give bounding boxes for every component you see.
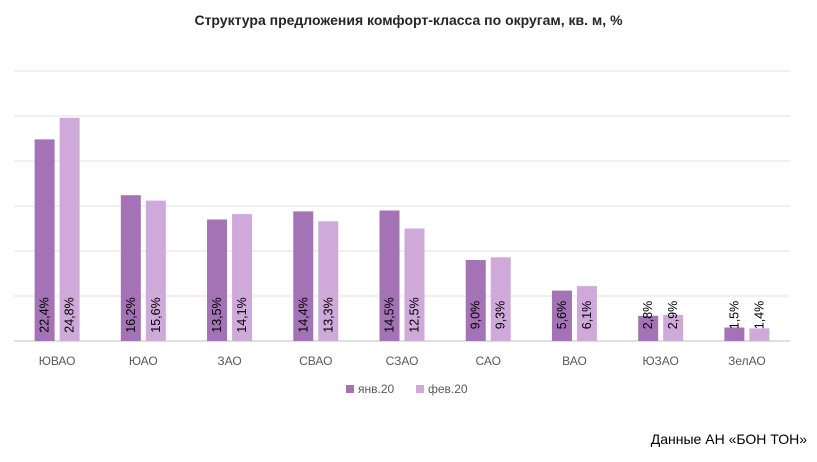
data-label: 9,3% xyxy=(494,301,508,330)
data-label: 24,8% xyxy=(63,297,77,332)
bar-САО-фев.20 xyxy=(490,257,511,341)
data-label: 5,6% xyxy=(555,301,569,330)
x-tick-label: СЗАО xyxy=(386,354,419,368)
bar-ЗАО-янв.20 xyxy=(207,219,228,341)
data-label: 22,4% xyxy=(38,297,52,332)
chart-title: Структура предложения комфорт-класса по … xyxy=(194,12,623,28)
legend: янв.20 фев.20 xyxy=(346,382,468,396)
bar-ЮЗАО-янв.20 xyxy=(638,315,659,341)
bar-СЗАО-фев.20 xyxy=(404,228,425,341)
x-tick-label: СВАО xyxy=(299,354,332,368)
bar-САО-янв.20 xyxy=(465,260,486,341)
legend-label: фев.20 xyxy=(428,382,468,396)
x-tick-label: САО xyxy=(475,354,500,368)
data-label: 13,3% xyxy=(321,297,335,332)
data-label: 16,2% xyxy=(124,297,138,332)
x-tick-label: ВАО xyxy=(562,354,587,368)
x-tick-label: ЮЗАО xyxy=(642,354,678,368)
data-label: 14,4% xyxy=(296,297,310,332)
bar-ВАО-янв.20 xyxy=(551,290,572,341)
data-label: 2,8% xyxy=(641,301,655,330)
data-label: 1,5% xyxy=(727,301,741,330)
x-tick-label: ЗАО xyxy=(217,354,241,368)
data-label: 15,6% xyxy=(149,297,163,332)
bar-ЮАО-фев.20 xyxy=(145,200,166,341)
data-label: 13,5% xyxy=(210,297,224,332)
data-label: 12,5% xyxy=(408,297,422,332)
data-labels: 22,4% 24,8% 16,2% 15,6% 13,5% 14,1% 14,4% 13,3%… xyxy=(38,297,767,332)
bar-СВАО-фев.20 xyxy=(318,221,339,341)
x-axis-labels: ЮВАО ЮАО ЗАО СВАО СЗАО САО ВАО ЮЗАО ЗелАО xyxy=(39,354,766,368)
legend-swatch xyxy=(346,385,354,393)
x-tick-label: ЮАО xyxy=(129,354,158,368)
bar-ЗелАО-фев.20 xyxy=(749,328,770,341)
bar-ЗАО-фев.20 xyxy=(232,214,253,341)
bar-ВАО-фев.20 xyxy=(576,286,597,341)
x-tick-label: ЗелАО xyxy=(728,354,766,368)
data-label: 1,4% xyxy=(752,301,766,330)
x-tick-label: ЮВАО xyxy=(39,354,76,368)
bar-СЗАО-янв.20 xyxy=(379,210,400,341)
bar-ЗелАО-янв.20 xyxy=(724,327,745,341)
data-label: 14,5% xyxy=(383,297,397,332)
legend-swatch xyxy=(416,385,424,393)
bar-ЮВАО-фев.20 xyxy=(59,117,80,341)
legend-label: янв.20 xyxy=(358,382,395,396)
data-label: 2,9% xyxy=(666,301,680,330)
data-label: 14,1% xyxy=(235,297,249,332)
data-label: 6,1% xyxy=(580,301,594,330)
bar-ЮАО-янв.20 xyxy=(120,195,141,341)
gridlines xyxy=(14,70,790,342)
bar-СВАО-янв.20 xyxy=(293,211,314,341)
source-note: Данные АН «БОН ТОН» xyxy=(650,431,807,447)
bar-ЮВАО-янв.20 xyxy=(34,139,55,341)
bar-ЮЗАО-фев.20 xyxy=(663,314,684,341)
data-label: 9,0% xyxy=(469,301,483,330)
bars xyxy=(34,117,770,341)
